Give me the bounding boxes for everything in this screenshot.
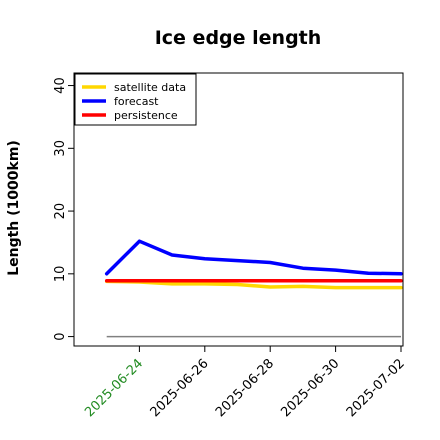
series-line-satellite-data — [104, 279, 403, 290]
x-tick-label: 2025-06-26 — [148, 356, 212, 420]
plot-frame — [73, 72, 404, 347]
x-tick-label: 2025-06-24 — [82, 356, 146, 420]
y-tick-label: 40 — [53, 77, 68, 94]
y-tick-label: 0 — [53, 332, 68, 340]
legend-label-satellite-data: satellite data — [114, 81, 186, 94]
x-tick-label: 2025-07-02 — [344, 356, 408, 420]
y-tick-label: 30 — [53, 140, 68, 157]
y-axis-label: Length (1000km) — [6, 140, 22, 276]
series-layer — [104, 239, 403, 338]
legend-label-forecast: forecast — [114, 95, 159, 108]
x-tick-label: 2025-06-28 — [213, 356, 277, 420]
series-line-forecast — [104, 239, 403, 276]
y-tick-label: 10 — [53, 266, 68, 283]
y-tick-label: 20 — [53, 203, 68, 220]
x-tick-label: 2025-06-30 — [278, 356, 342, 420]
chart-title: Ice edge length — [155, 27, 322, 49]
legend-label-persistence: persistence — [114, 109, 178, 122]
